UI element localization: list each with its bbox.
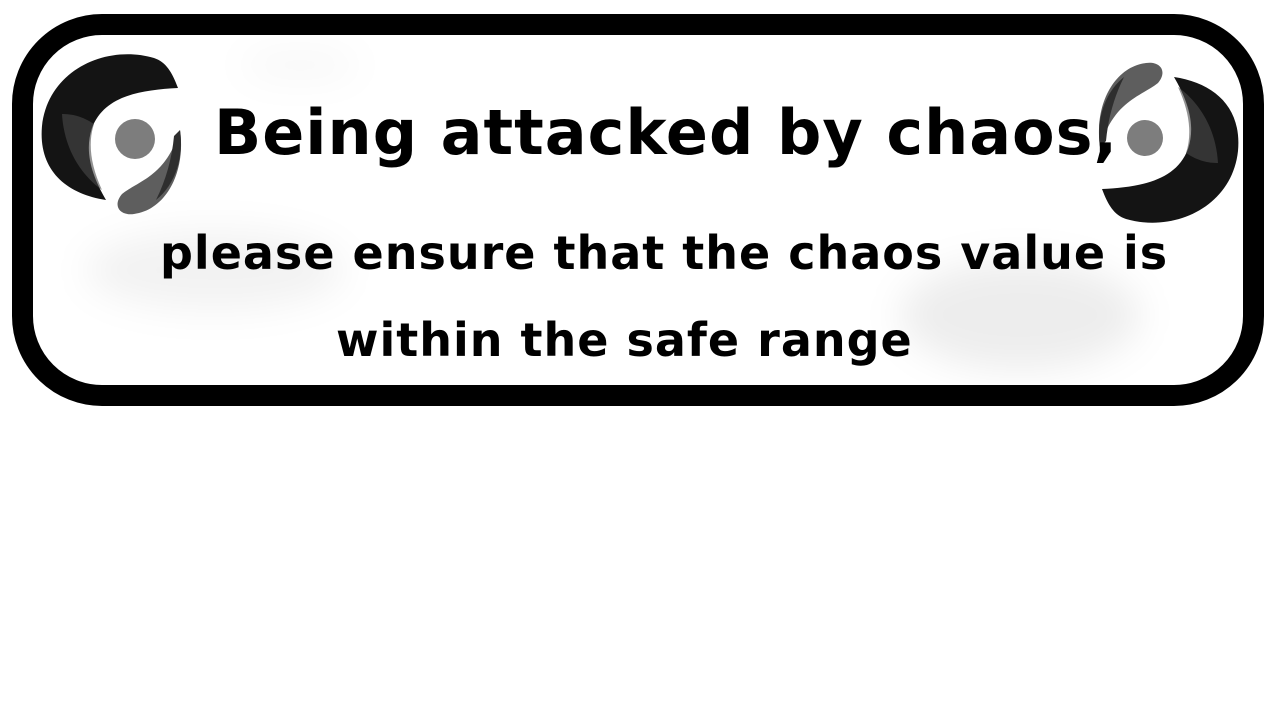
chaos-swirl-icon	[41, 54, 182, 215]
warning-message-line-2: within the safe range	[336, 313, 913, 367]
warning-title: Being attacked by chaos,	[214, 96, 1119, 169]
background-smudge	[85, 230, 345, 310]
chaos-warning-banner	[12, 14, 1264, 406]
background-smudge	[240, 50, 360, 80]
warning-message-line-1: please ensure that the chaos value is	[160, 226, 1169, 280]
chaos-swirl-icon	[1098, 62, 1239, 223]
background-smudge	[900, 260, 1140, 370]
